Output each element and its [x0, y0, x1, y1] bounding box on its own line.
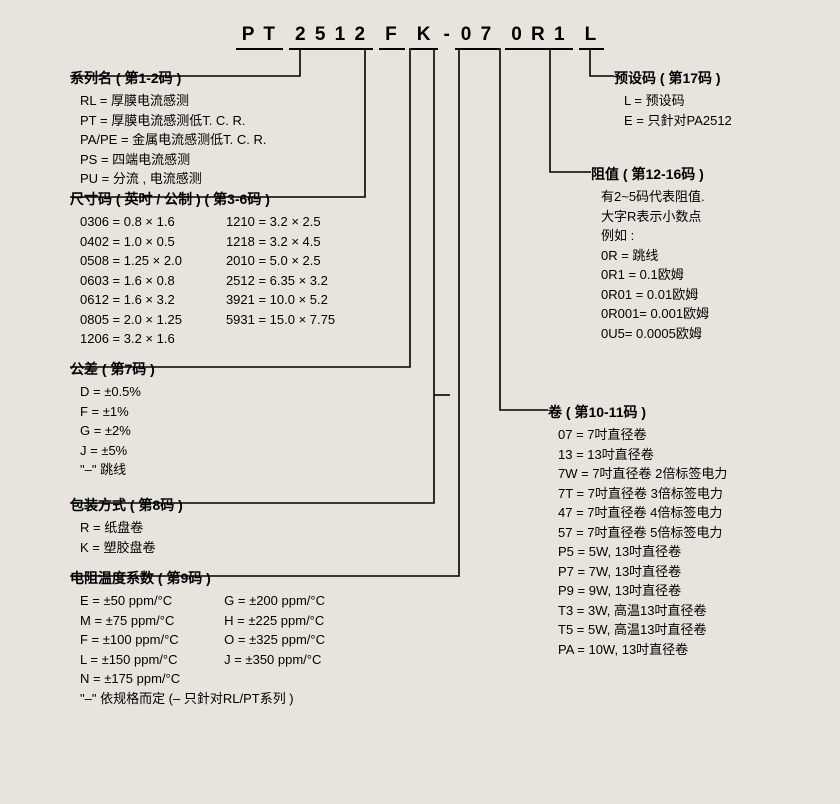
pack-row: K = 塑胶盘卷 — [70, 538, 183, 558]
seg-size: 2 5 1 2 — [289, 24, 373, 50]
reel-row: 7W = 7吋直径卷 2倍标签电力 — [548, 464, 727, 484]
tcr-row: H = ±225 ppm/°C — [214, 611, 325, 631]
tol-row: D = ±0.5% — [70, 382, 155, 402]
tcr-row: O = ±325 ppm/°C — [214, 630, 325, 650]
tcr-row: N = ±175 ppm/°C — [70, 669, 180, 689]
tol-row: J = ±5% — [70, 441, 155, 461]
line-value — [550, 48, 591, 172]
size-row: 1206 = 3.2 × 1.6 — [70, 329, 182, 349]
seg-dash: - — [441, 24, 451, 50]
size-row: 0508 = 1.25 × 2.0 — [70, 251, 182, 271]
val-row: 0R = 跳线 — [591, 246, 709, 266]
block-size-title: 尺寸码 ( 英吋 / 公制 ) ( 第3-6码 ) — [70, 189, 335, 210]
val-row: 大字R表示小数点 — [591, 207, 709, 227]
reel-row: PA = 10W, 13吋直径卷 — [548, 640, 727, 660]
seg-series: P T — [236, 24, 283, 50]
seg-default: L — [579, 24, 605, 50]
series-row: PT = 厚膜电流感测低T. C. R. — [70, 111, 266, 131]
tcr-row: F = ±100 ppm/°C — [70, 630, 180, 650]
series-row: PA/PE = 金属电流感测低T. C. R. — [70, 130, 266, 150]
block-series-title: 系列名 ( 第1-2码 ) — [70, 68, 266, 89]
line-reel — [500, 48, 548, 410]
series-row: PS = 四端电流感测 — [70, 150, 266, 170]
block-value-title: 阻值 ( 第12-16码 ) — [591, 164, 709, 185]
size-row: 1210 = 3.2 × 2.5 — [216, 212, 335, 232]
block-default-title: 预设码 ( 第17码 ) — [614, 68, 732, 89]
tcr-row: L = ±150 ppm/°C — [70, 650, 180, 670]
tol-row: G = ±2% — [70, 421, 155, 441]
size-row: 2010 = 5.0 × 2.5 — [216, 251, 335, 271]
block-tcr: 电阻温度系数 ( 第9码 ) E = ±50 ppm/°C M = ±75 pp… — [70, 568, 325, 708]
tcr-row: J = ±350 ppm/°C — [214, 650, 325, 670]
series-row: RL = 厚膜电流感测 — [70, 91, 266, 111]
reel-row: T3 = 3W, 高温13吋直径卷 — [548, 601, 727, 621]
seg-packaging: K — [411, 24, 439, 50]
reel-row: 47 = 7吋直径卷 4倍标签电力 — [548, 503, 727, 523]
tcr-note: "–" 依规格而定 (– 只針对RL/PT系列 ) — [70, 689, 325, 709]
reel-row: 13 = 13吋直径卷 — [548, 445, 727, 465]
val-row: 有2~5码代表阻值. — [591, 187, 709, 207]
block-value: 阻值 ( 第12-16码 ) 有2~5码代表阻值. 大字R表示小数点 例如 : … — [591, 164, 709, 343]
size-row: 0603 = 1.6 × 0.8 — [70, 271, 182, 291]
block-tolerance-title: 公差 ( 第7码 ) — [70, 359, 155, 380]
default-row: L = 预设码 — [614, 91, 732, 111]
val-row: 0U5= 0.0005欧姆 — [591, 324, 709, 344]
pack-row: R = 纸盘卷 — [70, 518, 183, 538]
size-row: 2512 = 6.35 × 3.2 — [216, 271, 335, 291]
tol-row: F = ±1% — [70, 402, 155, 422]
reel-row: P5 = 5W, 13吋直径卷 — [548, 542, 727, 562]
reel-row: 57 = 7吋直径卷 5倍标签电力 — [548, 523, 727, 543]
seg-value: 0 R 1 — [505, 24, 572, 50]
val-row: 0R1 = 0.1欧姆 — [591, 265, 709, 285]
size-row: 5931 = 15.0 × 7.75 — [216, 310, 335, 330]
block-reel-title: 卷 ( 第10-11码 ) — [548, 402, 727, 423]
block-size: 尺寸码 ( 英吋 / 公制 ) ( 第3-6码 ) 0306 = 0.8 × 1… — [70, 189, 335, 349]
seg-tolerance: F — [379, 24, 405, 50]
seg-reel: 0 7 — [455, 24, 499, 50]
size-row: 0612 = 1.6 × 3.2 — [70, 290, 182, 310]
part-number-header: P T 2 5 1 2 F K - 0 7 0 R 1 L — [0, 24, 840, 50]
reel-row: 7T = 7吋直径卷 3倍标签电力 — [548, 484, 727, 504]
tcr-row: E = ±50 ppm/°C — [70, 591, 180, 611]
reel-row: P7 = 7W, 13吋直径卷 — [548, 562, 727, 582]
val-row: 例如 : — [591, 226, 709, 246]
block-tolerance: 公差 ( 第7码 ) D = ±0.5% F = ±1% G = ±2% J =… — [70, 359, 155, 480]
block-default: 预设码 ( 第17码 ) L = 预设码 E = 只針对PA2512 — [614, 68, 732, 130]
default-row: E = 只針对PA2512 — [614, 111, 732, 131]
tcr-row: G = ±200 ppm/°C — [214, 591, 325, 611]
reel-row: T5 = 5W, 高温13吋直径卷 — [548, 620, 727, 640]
tol-row: "–" 跳线 — [70, 460, 155, 480]
tcr-row: M = ±75 ppm/°C — [70, 611, 180, 631]
reel-row: P9 = 9W, 13吋直径卷 — [548, 581, 727, 601]
block-tcr-title: 电阻温度系数 ( 第9码 ) — [70, 568, 325, 589]
block-series: 系列名 ( 第1-2码 ) RL = 厚膜电流感测 PT = 厚膜电流感测低T.… — [70, 68, 266, 189]
size-row: 1218 = 3.2 × 4.5 — [216, 232, 335, 252]
val-row: 0R01 = 0.01欧姆 — [591, 285, 709, 305]
block-reel: 卷 ( 第10-11码 ) 07 = 7吋直径卷 13 = 13吋直径卷 7W … — [548, 402, 727, 659]
part-number-decoder-diagram: P T 2 5 1 2 F K - 0 7 0 R 1 L 系列名 ( 第1-2… — [0, 0, 840, 804]
series-row: PU = 分流 , 电流感测 — [70, 169, 266, 189]
size-row: 0805 = 2.0 × 1.25 — [70, 310, 182, 330]
block-packaging-title: 包装方式 ( 第8码 ) — [70, 495, 183, 516]
size-row: 0402 = 1.0 × 0.5 — [70, 232, 182, 252]
block-packaging: 包装方式 ( 第8码 ) R = 纸盘卷 K = 塑胶盘卷 — [70, 495, 183, 557]
line-default — [590, 48, 614, 76]
val-row: 0R001= 0.001欧姆 — [591, 304, 709, 324]
size-row: 0306 = 0.8 × 1.6 — [70, 212, 182, 232]
reel-row: 07 = 7吋直径卷 — [548, 425, 727, 445]
size-row: 3921 = 10.0 × 5.2 — [216, 290, 335, 310]
